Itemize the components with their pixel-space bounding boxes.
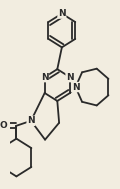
Text: N: N [66, 73, 74, 82]
Text: N: N [72, 83, 79, 91]
Text: N: N [27, 116, 35, 125]
Text: N: N [58, 9, 66, 18]
Text: N: N [41, 73, 48, 82]
Text: O: O [0, 121, 8, 130]
